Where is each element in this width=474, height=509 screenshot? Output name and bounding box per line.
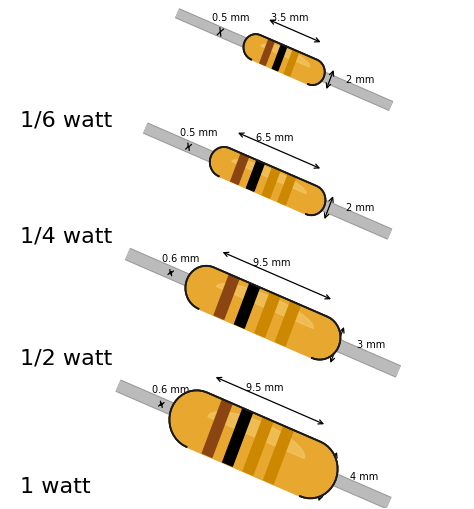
- Polygon shape: [255, 292, 280, 337]
- Polygon shape: [244, 34, 325, 85]
- Polygon shape: [185, 266, 340, 359]
- Text: 0.6 mm: 0.6 mm: [162, 253, 199, 264]
- Polygon shape: [223, 409, 253, 466]
- Polygon shape: [208, 412, 305, 459]
- Polygon shape: [278, 174, 296, 205]
- Polygon shape: [275, 301, 301, 346]
- Text: 2 mm: 2 mm: [346, 203, 374, 213]
- Polygon shape: [210, 147, 326, 215]
- Polygon shape: [214, 274, 239, 319]
- Polygon shape: [260, 39, 274, 65]
- Text: 3 mm: 3 mm: [357, 340, 385, 350]
- Text: 9.5 mm: 9.5 mm: [254, 258, 291, 268]
- Polygon shape: [261, 44, 310, 67]
- Polygon shape: [235, 284, 259, 328]
- Polygon shape: [262, 167, 280, 198]
- Text: 6.5 mm: 6.5 mm: [255, 133, 293, 143]
- Polygon shape: [231, 154, 248, 184]
- Polygon shape: [273, 44, 287, 71]
- Polygon shape: [232, 160, 306, 194]
- Text: 1/6 watt: 1/6 watt: [20, 110, 112, 130]
- Polygon shape: [264, 427, 293, 484]
- Text: 2 mm: 2 mm: [346, 74, 374, 84]
- Polygon shape: [284, 50, 299, 76]
- Polygon shape: [169, 390, 337, 498]
- Text: 3.5 mm: 3.5 mm: [272, 13, 309, 23]
- Text: 1 watt: 1 watt: [20, 477, 91, 497]
- Polygon shape: [217, 284, 313, 328]
- Text: 1/4 watt: 1/4 watt: [20, 227, 112, 247]
- Text: 4 mm: 4 mm: [350, 471, 378, 482]
- Text: 1/2 watt: 1/2 watt: [20, 348, 112, 369]
- Text: 0.5 mm: 0.5 mm: [180, 128, 217, 137]
- Polygon shape: [246, 160, 264, 191]
- Polygon shape: [202, 400, 232, 457]
- Text: 0.6 mm: 0.6 mm: [152, 385, 190, 395]
- Text: 9.5 mm: 9.5 mm: [246, 383, 284, 393]
- Text: 0.5 mm: 0.5 mm: [212, 13, 249, 23]
- Polygon shape: [243, 417, 273, 475]
